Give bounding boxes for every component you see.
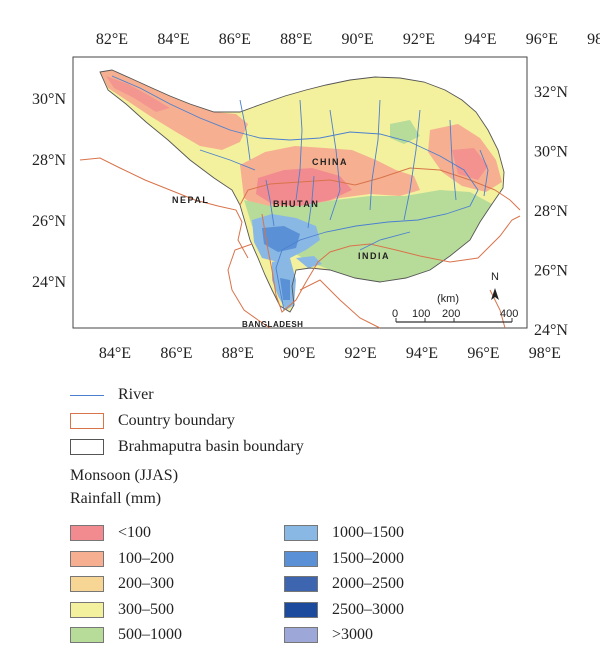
scale-tick: 200	[442, 308, 460, 320]
country-boundary-swatch	[70, 413, 104, 429]
label-india: INDIA	[358, 251, 390, 261]
rainfall-bin-swatch	[70, 576, 104, 592]
tick-label: 24°N	[32, 274, 66, 291]
tick-label: 96°E	[526, 31, 558, 48]
legend: River Country boundary Brahmaputra basin…	[70, 382, 590, 643]
rainfall-bin-swatch	[284, 525, 318, 541]
tick-label: 84°E	[157, 31, 189, 48]
tick-label: 98°E	[587, 31, 600, 48]
scale-tick: 400	[500, 308, 518, 320]
right-tick-labels: 32°N 30°N 28°N 26°N 24°N	[534, 84, 568, 339]
river-network	[111, 75, 489, 311]
rainfall-bin-label: 300–500	[118, 600, 174, 618]
label-china: CHINA	[312, 157, 348, 167]
tick-label: 26°N	[32, 213, 66, 230]
rainfall-bin-swatch	[70, 550, 104, 567]
label-nepal: NEPAL	[172, 195, 209, 205]
tick-label: 88°E	[222, 345, 254, 362]
rainfall-bin-label: 500–1000	[118, 626, 182, 643]
tick-label: 88°E	[280, 31, 312, 48]
tick-label: 28°N	[534, 203, 568, 220]
tick-label: 82°E	[96, 31, 128, 48]
rainfall-bin-swatch	[70, 601, 104, 618]
rainfall-bin-swatch	[284, 601, 318, 618]
tick-label: 90°E	[342, 31, 374, 48]
scale-tick: 100	[412, 308, 430, 320]
legend-basin-boundary: Brahmaputra basin boundary	[70, 434, 590, 460]
river-line-swatch	[70, 395, 104, 396]
rainfall-bin-label: 1000–1500	[332, 524, 404, 541]
rainfall-bin-swatch	[284, 576, 318, 592]
tick-label: 86°E	[160, 345, 192, 362]
rainfall-bin-swatch	[284, 627, 318, 643]
rainfall-bin-label: 100–200	[118, 549, 174, 567]
tick-label: 26°N	[534, 263, 568, 280]
rainfall-bin-label: 1500–2000	[332, 549, 404, 567]
tick-label: 32°N	[534, 84, 568, 101]
tick-label: 28°N	[32, 152, 66, 169]
rainfall-bin-label: 2000–2500	[332, 575, 404, 592]
tick-label: 92°E	[403, 31, 435, 48]
tick-label: 94°E	[464, 31, 496, 48]
country-boundaries	[79, 157, 521, 329]
left-tick-labels: 30°N 28°N 26°N 24°N	[32, 91, 66, 291]
basin-boundary	[99, 69, 505, 313]
tick-label: 96°E	[467, 345, 499, 362]
rainfall-bin-swatch	[70, 627, 104, 643]
legend-basin-boundary-label: Brahmaputra basin boundary	[118, 438, 304, 455]
north-label: N	[491, 271, 499, 283]
legend-river-label: River	[118, 386, 154, 403]
label-bangladesh: BANGLADESH	[242, 320, 303, 329]
rainfall-bin-swatch	[70, 525, 104, 541]
top-tick-labels: 82°E 84°E 86°E 88°E 90°E 92°E 94°E 96°E 98°E	[96, 31, 600, 48]
basin-boundary-swatch	[70, 439, 104, 455]
rainfall-bin-label: >3000	[332, 626, 374, 643]
rainfall-map: CHINA NEPAL BHUTAN INDIA BANGLADESH (km)…	[32, 31, 600, 362]
legend-title-line2: Rainfall (mm)	[70, 490, 162, 507]
label-bhutan: BHUTAN	[273, 199, 319, 209]
scale-unit: (km)	[437, 293, 459, 305]
rainfall-bin-label: <100	[118, 524, 152, 541]
tick-label: 94°E	[406, 345, 438, 362]
tick-label: 30°N	[534, 144, 568, 161]
scale-bar: (km) 0 100 200 400	[392, 293, 518, 323]
legend-title: Monsoon (JJAS) Rainfall (mm)	[70, 464, 590, 510]
tick-label: 30°N	[32, 91, 66, 108]
tick-label: 98°E	[529, 345, 561, 362]
bottom-tick-labels: 84°E 86°E 88°E 90°E 92°E 94°E 96°E 98°E	[99, 345, 561, 362]
tick-label: 92°E	[345, 345, 377, 362]
north-arrow: N	[491, 271, 499, 300]
legend-country-boundary: Country boundary	[70, 408, 590, 434]
tick-label: 84°E	[99, 345, 131, 362]
tick-label: 24°N	[534, 322, 568, 339]
legend-river: River	[70, 382, 590, 408]
tick-label: 86°E	[219, 31, 251, 48]
rainfall-bin-label: 2500–3000	[332, 600, 404, 618]
rainfall-bin-swatch	[284, 550, 318, 567]
legend-title-line1: Monsoon (JJAS)	[70, 467, 179, 484]
scale-tick: 0	[392, 308, 398, 320]
legend-country-boundary-label: Country boundary	[118, 412, 235, 429]
rainfall-bin-label: 200–300	[118, 575, 174, 592]
tick-label: 90°E	[283, 345, 315, 362]
